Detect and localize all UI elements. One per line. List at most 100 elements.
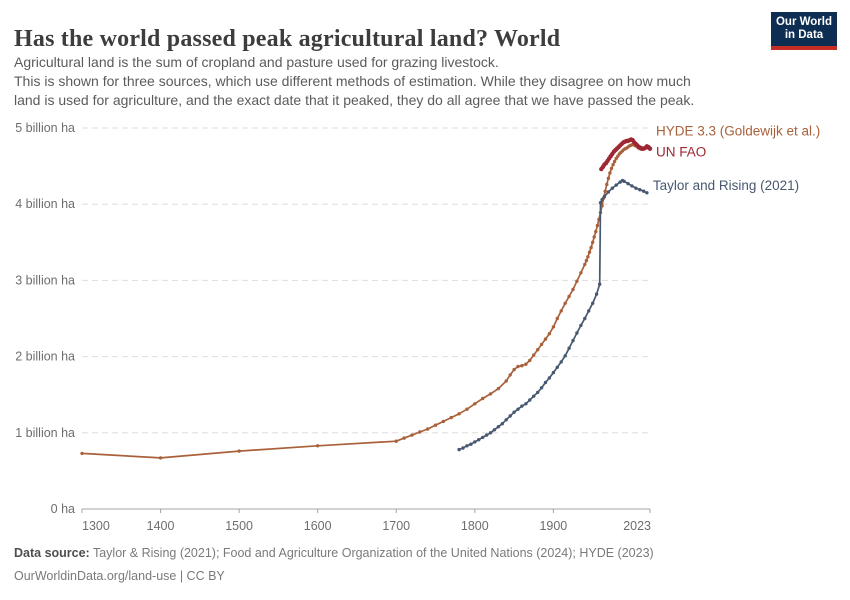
- series-point-taylor-rising: [543, 380, 548, 385]
- series-line-taylor-rising[interactable]: [458, 179, 648, 451]
- x-axis-label-1300: 1300: [82, 519, 110, 533]
- series-un-fao[interactable]: [599, 137, 653, 172]
- series-point-taylor-rising: [477, 438, 481, 442]
- series-point-hyde: [551, 325, 556, 329]
- series-point-taylor-rising: [500, 422, 504, 426]
- y-axis-label-1: 1 billion ha: [15, 426, 75, 440]
- series-point-taylor-rising: [630, 184, 634, 188]
- series-point-taylor-rising: [645, 191, 649, 195]
- series-point-hyde: [508, 373, 512, 377]
- series-point-taylor-rising: [594, 292, 599, 296]
- series-point-hyde: [418, 430, 422, 434]
- series-hyde[interactable]: [80, 143, 652, 460]
- series-point-taylor-rising: [606, 190, 611, 194]
- legend-label-hyde[interactable]: HYDE 3.3 (Goldewijk et al.): [656, 123, 820, 138]
- series-point-taylor-rising: [504, 418, 508, 422]
- series-point-taylor-rising: [469, 442, 473, 446]
- legend-label-un-fao[interactable]: UN FAO: [656, 145, 706, 160]
- series-point-hyde: [567, 294, 571, 299]
- series-point-taylor-rising: [591, 301, 595, 305]
- series-point-taylor-rising: [524, 402, 528, 406]
- series-point-taylor-rising: [610, 186, 614, 190]
- data-source-label: Data source:: [14, 546, 90, 560]
- series-point-hyde: [316, 444, 320, 448]
- data-source-line: Data source: Taylor & Rising (2021); Foo…: [14, 546, 654, 560]
- series-point-hyde: [571, 287, 575, 292]
- y-axis-label-0: 0 ha: [51, 502, 75, 516]
- series-point-hyde: [504, 379, 508, 383]
- series-point-hyde: [605, 182, 609, 187]
- series-point-taylor-rising: [484, 433, 489, 437]
- y-axis-label-3: 3 billion ha: [15, 273, 75, 287]
- series-point-hyde: [394, 439, 398, 443]
- series-point-hyde: [237, 449, 241, 453]
- series-point-hyde: [559, 309, 563, 313]
- series-point-taylor-rising: [642, 189, 646, 193]
- owid-logo-line2: in Data: [784, 29, 824, 41]
- series-point-taylor-rising: [598, 282, 602, 286]
- series-point-hyde: [433, 423, 438, 427]
- series-point-taylor-rising: [520, 404, 524, 408]
- series-point-hyde: [603, 189, 607, 193]
- subtitle-line-2: This is shown for three sources, which u…: [14, 73, 691, 89]
- series-point-hyde: [539, 342, 544, 347]
- data-source-text: Taylor & Rising (2021); Food and Agricul…: [89, 546, 654, 560]
- series-point-hyde: [426, 427, 430, 431]
- series-point-hyde: [591, 240, 595, 244]
- series-point-hyde: [80, 451, 84, 456]
- series-point-hyde: [465, 407, 469, 411]
- series-point-taylor-rising: [614, 183, 618, 187]
- series-point-taylor-rising: [559, 360, 563, 364]
- series-point-taylor-rising: [579, 323, 583, 328]
- x-axis-label-1900: 1900: [539, 519, 567, 533]
- series-point-taylor-rising: [473, 440, 477, 444]
- series-point-taylor-rising: [481, 435, 485, 440]
- series-point-hyde: [532, 353, 536, 357]
- series-point-taylor-rising: [634, 186, 638, 190]
- series-point-hyde: [473, 402, 477, 406]
- y-axis-label-2: 2 billion ha: [15, 350, 75, 364]
- series-point-hyde: [512, 367, 516, 372]
- y-axis-label-4: 4 billion ha: [15, 197, 75, 211]
- series-point-hyde: [608, 171, 612, 175]
- series-point-taylor-rising: [555, 365, 559, 369]
- series-point-taylor-rising: [528, 398, 532, 402]
- series-point-hyde: [575, 279, 579, 283]
- series-point-taylor-rising: [571, 338, 575, 343]
- series-point-taylor-rising: [600, 197, 604, 202]
- series-point-taylor-rising: [551, 370, 556, 375]
- footer-link-line[interactable]: OurWorldinData.org/land-use | CC BY: [14, 569, 225, 583]
- series-point-taylor-rising: [602, 194, 607, 199]
- series-point-hyde: [524, 362, 528, 366]
- x-axis-label-1600: 1600: [304, 519, 332, 533]
- owid-logo[interactable]: Our World in Data: [771, 12, 837, 50]
- series-point-hyde: [586, 255, 590, 259]
- series-point-taylor-rising: [547, 376, 552, 380]
- series-point-hyde: [563, 301, 567, 305]
- series-point-taylor-rising: [465, 444, 469, 448]
- series-point-hyde: [410, 433, 414, 437]
- series-point-hyde: [579, 271, 583, 275]
- series-point-hyde: [612, 159, 617, 164]
- series-point-hyde: [611, 162, 615, 167]
- series-point-taylor-rising: [539, 386, 544, 390]
- legend-label-taylor-rising[interactable]: Taylor and Rising (2021): [653, 178, 799, 193]
- series-point-taylor-rising: [488, 431, 493, 435]
- series-point-hyde: [536, 348, 540, 352]
- x-axis-label-1800: 1800: [461, 519, 489, 533]
- series-line-hyde[interactable]: [81, 143, 651, 459]
- series-point-hyde: [528, 358, 532, 363]
- series-point-hyde: [488, 392, 493, 396]
- series-point-hyde: [594, 229, 598, 234]
- series-point-taylor-rising: [638, 188, 642, 192]
- series-point-hyde: [481, 396, 485, 401]
- series-point-taylor-rising: [512, 410, 516, 414]
- series-point-taylor-rising: [622, 179, 626, 183]
- series-point-taylor-rising: [516, 407, 520, 411]
- series-point-taylor-rising: [457, 447, 461, 452]
- series-taylor-rising[interactable]: [457, 178, 649, 452]
- series-point-taylor-rising: [587, 309, 591, 313]
- subtitle-line-3: land is used for agriculture, and the ex…: [14, 92, 695, 108]
- series-point-taylor-rising: [567, 346, 571, 350]
- series-line-un-fao[interactable]: [600, 137, 652, 171]
